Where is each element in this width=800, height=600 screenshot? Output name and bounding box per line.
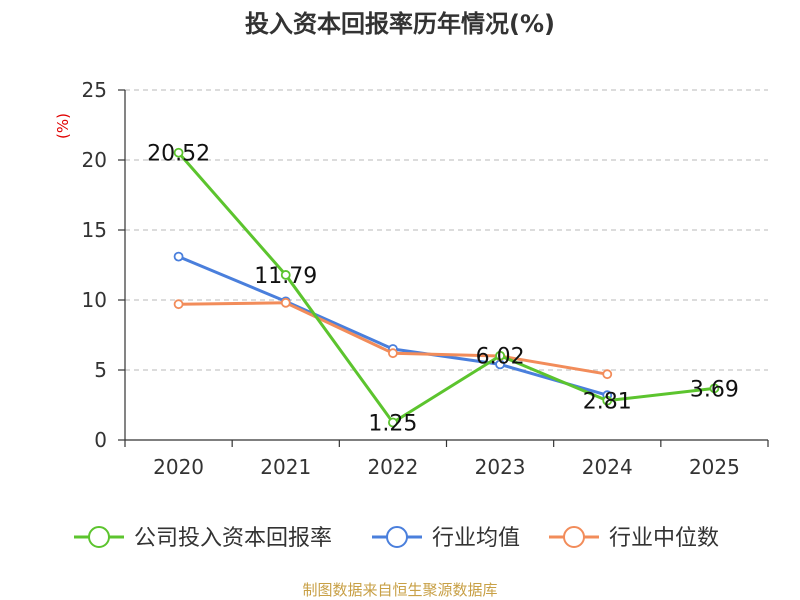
y-tick-label-20: 20 (82, 148, 107, 172)
x-tick-label-2024: 2024 (582, 455, 633, 479)
data-label-2024: 2.81 (583, 390, 632, 415)
point-industry_median-2021 (280, 297, 291, 308)
point-industry_median-2022 (388, 348, 398, 359)
gridlines (125, 89, 768, 371)
point-industry_median-2020 (173, 299, 184, 310)
point-company-2020 (173, 147, 184, 158)
data-labels: 20.52 11.79 1.25 6.02 2.81 3.69 (147, 142, 739, 437)
series-line-company (177, 151, 715, 424)
x-tick-label-2021: 2021 (260, 455, 311, 479)
point-company-2022 (388, 417, 398, 428)
x-tick-label-2022: 2022 (367, 455, 418, 479)
y-tick-label-15: 15 (82, 218, 107, 242)
x-tick-label-2023: 2023 (475, 455, 526, 479)
series-line-industry_median (178, 301, 608, 376)
legend: 公司投入资本回报率 行业均值 行业中位数 (74, 526, 719, 551)
legend-marker-industry_median (563, 526, 585, 548)
point-industry_median-2024 (602, 369, 613, 380)
y-tick-label-10: 10 (82, 288, 107, 312)
data-label-2021: 11.79 (254, 264, 317, 289)
point-company-2023 (495, 350, 505, 361)
x-tick-label-2020: 2020 (153, 455, 204, 479)
point-company-2025 (709, 383, 720, 394)
legend-marker-company (88, 526, 110, 548)
data-label-2025: 3.69 (690, 377, 739, 402)
point-company-2021 (280, 270, 291, 280)
legend-label-industry_median: 行业中位数 (609, 526, 719, 551)
y-tick-label-25: 25 (82, 78, 107, 102)
y-tick-label-5: 5 (94, 358, 107, 382)
legend-label-industry_avg: 行业均值 (432, 526, 520, 551)
legend-marker-industry_avg (386, 526, 408, 548)
data-label-2020: 20.52 (147, 142, 210, 167)
y-axis-unit-label: (%) (54, 113, 72, 139)
point-industry_avg-2020 (173, 251, 184, 262)
data-label-2022: 1.25 (368, 412, 417, 437)
series-lines (173, 147, 720, 428)
point-company-2024 (602, 395, 613, 406)
x-tick-label-2025: 2025 (689, 455, 740, 479)
data-label-2023: 6.02 (476, 345, 525, 370)
source-note: 制图数据来自恒生聚源数据库 (302, 581, 498, 599)
y-tick-label-0: 0 (94, 428, 107, 452)
legend-label-company: 公司投入资本回报率 (134, 526, 332, 551)
chart-title: 投入资本回报率历年情况(%) (245, 10, 555, 38)
